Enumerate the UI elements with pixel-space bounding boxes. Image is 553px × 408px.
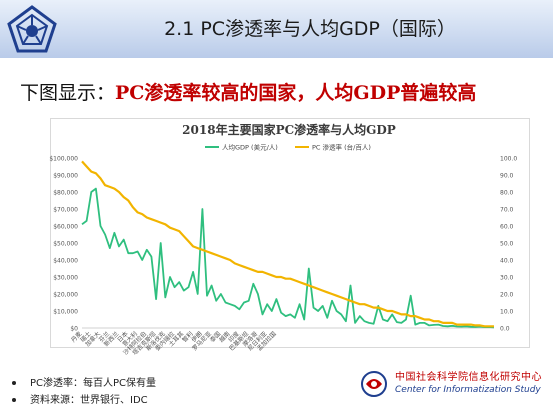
org-block: 中国社会科学院信息化研究中心 Center for Informatizatio…	[395, 368, 553, 395]
org-name-cn: 中国社会科学院信息化研究中心	[395, 372, 542, 383]
y-left-tick-label: $10,000	[53, 309, 78, 316]
footnote-text-2: 资料来源：世界银行、IDC	[30, 395, 148, 406]
subtitle-highlight: PC渗透率较高的国家，人均GDP普遍较高	[115, 82, 477, 104]
bullet-icon	[12, 381, 16, 385]
legend-label-pc: PC 渗透率 (台/百人)	[312, 143, 371, 152]
y-right-tick-label: 50.0	[500, 241, 514, 248]
chart-title: 2018年主要国家PC渗透率与人均GDP	[182, 123, 396, 137]
series-line-gdp	[81, 187, 495, 329]
y-right-tick-label: 100.0	[500, 156, 517, 163]
y-right-tick-label: 10.0	[500, 309, 514, 316]
y-left-tick-label: $50,000	[53, 241, 78, 248]
footnote-pc-definition: PC渗透率：每百人PC保有量	[12, 374, 156, 389]
y-right-tick-label: 90.0	[500, 173, 514, 180]
y-left-tick-label: $90,000	[53, 173, 78, 180]
y-left-tick-label: $70,000	[53, 207, 78, 214]
org-logo-icon	[361, 371, 387, 397]
y-left-tick-label: $40,000	[53, 258, 78, 265]
y-left-tick-label: $20,000	[53, 292, 78, 299]
y-left-tick-label: $0	[70, 326, 78, 333]
y-left-tick-label: $100,000	[49, 156, 78, 163]
legend-label-gdp: 人均GDP (美元/人)	[222, 143, 278, 152]
y-left-tick-label: $80,000	[53, 190, 78, 197]
y-right-tick-label: 30.0	[500, 275, 514, 282]
footnote-text-1: PC渗透率：每百人PC保有量	[30, 378, 157, 389]
bullet-icon	[12, 398, 16, 402]
y-left-tick-label: $30,000	[53, 275, 78, 282]
chart-frame	[50, 118, 530, 348]
subtitle-prefix: 下图显示：	[20, 82, 116, 104]
series-line-pc	[81, 160, 494, 328]
slide-subtitle: 下图显示：PC渗透率较高的国家，人均GDP普遍较高	[20, 78, 476, 105]
y-right-tick-label: 60.0	[500, 224, 514, 231]
y-right-tick-label: 70.0	[500, 207, 514, 214]
y-left-tick-label: $60,000	[53, 224, 78, 231]
academy-logo-icon	[7, 5, 57, 53]
y-right-tick-label: 40.0	[500, 258, 514, 265]
y-right-tick-label: 20.0	[500, 292, 514, 299]
slide-title: 2.1 PC渗透率与人均GDP（国际）	[164, 18, 456, 40]
org-name-en: Center for Informatization Study	[395, 385, 541, 395]
y-right-tick-label: 0.0	[500, 326, 510, 333]
footnote-source: 资料来源：世界银行、IDC	[12, 391, 148, 406]
y-right-tick-label: 80.0	[500, 190, 514, 197]
title-bar: 2.1 PC渗透率与人均GDP（国际）	[0, 0, 553, 58]
